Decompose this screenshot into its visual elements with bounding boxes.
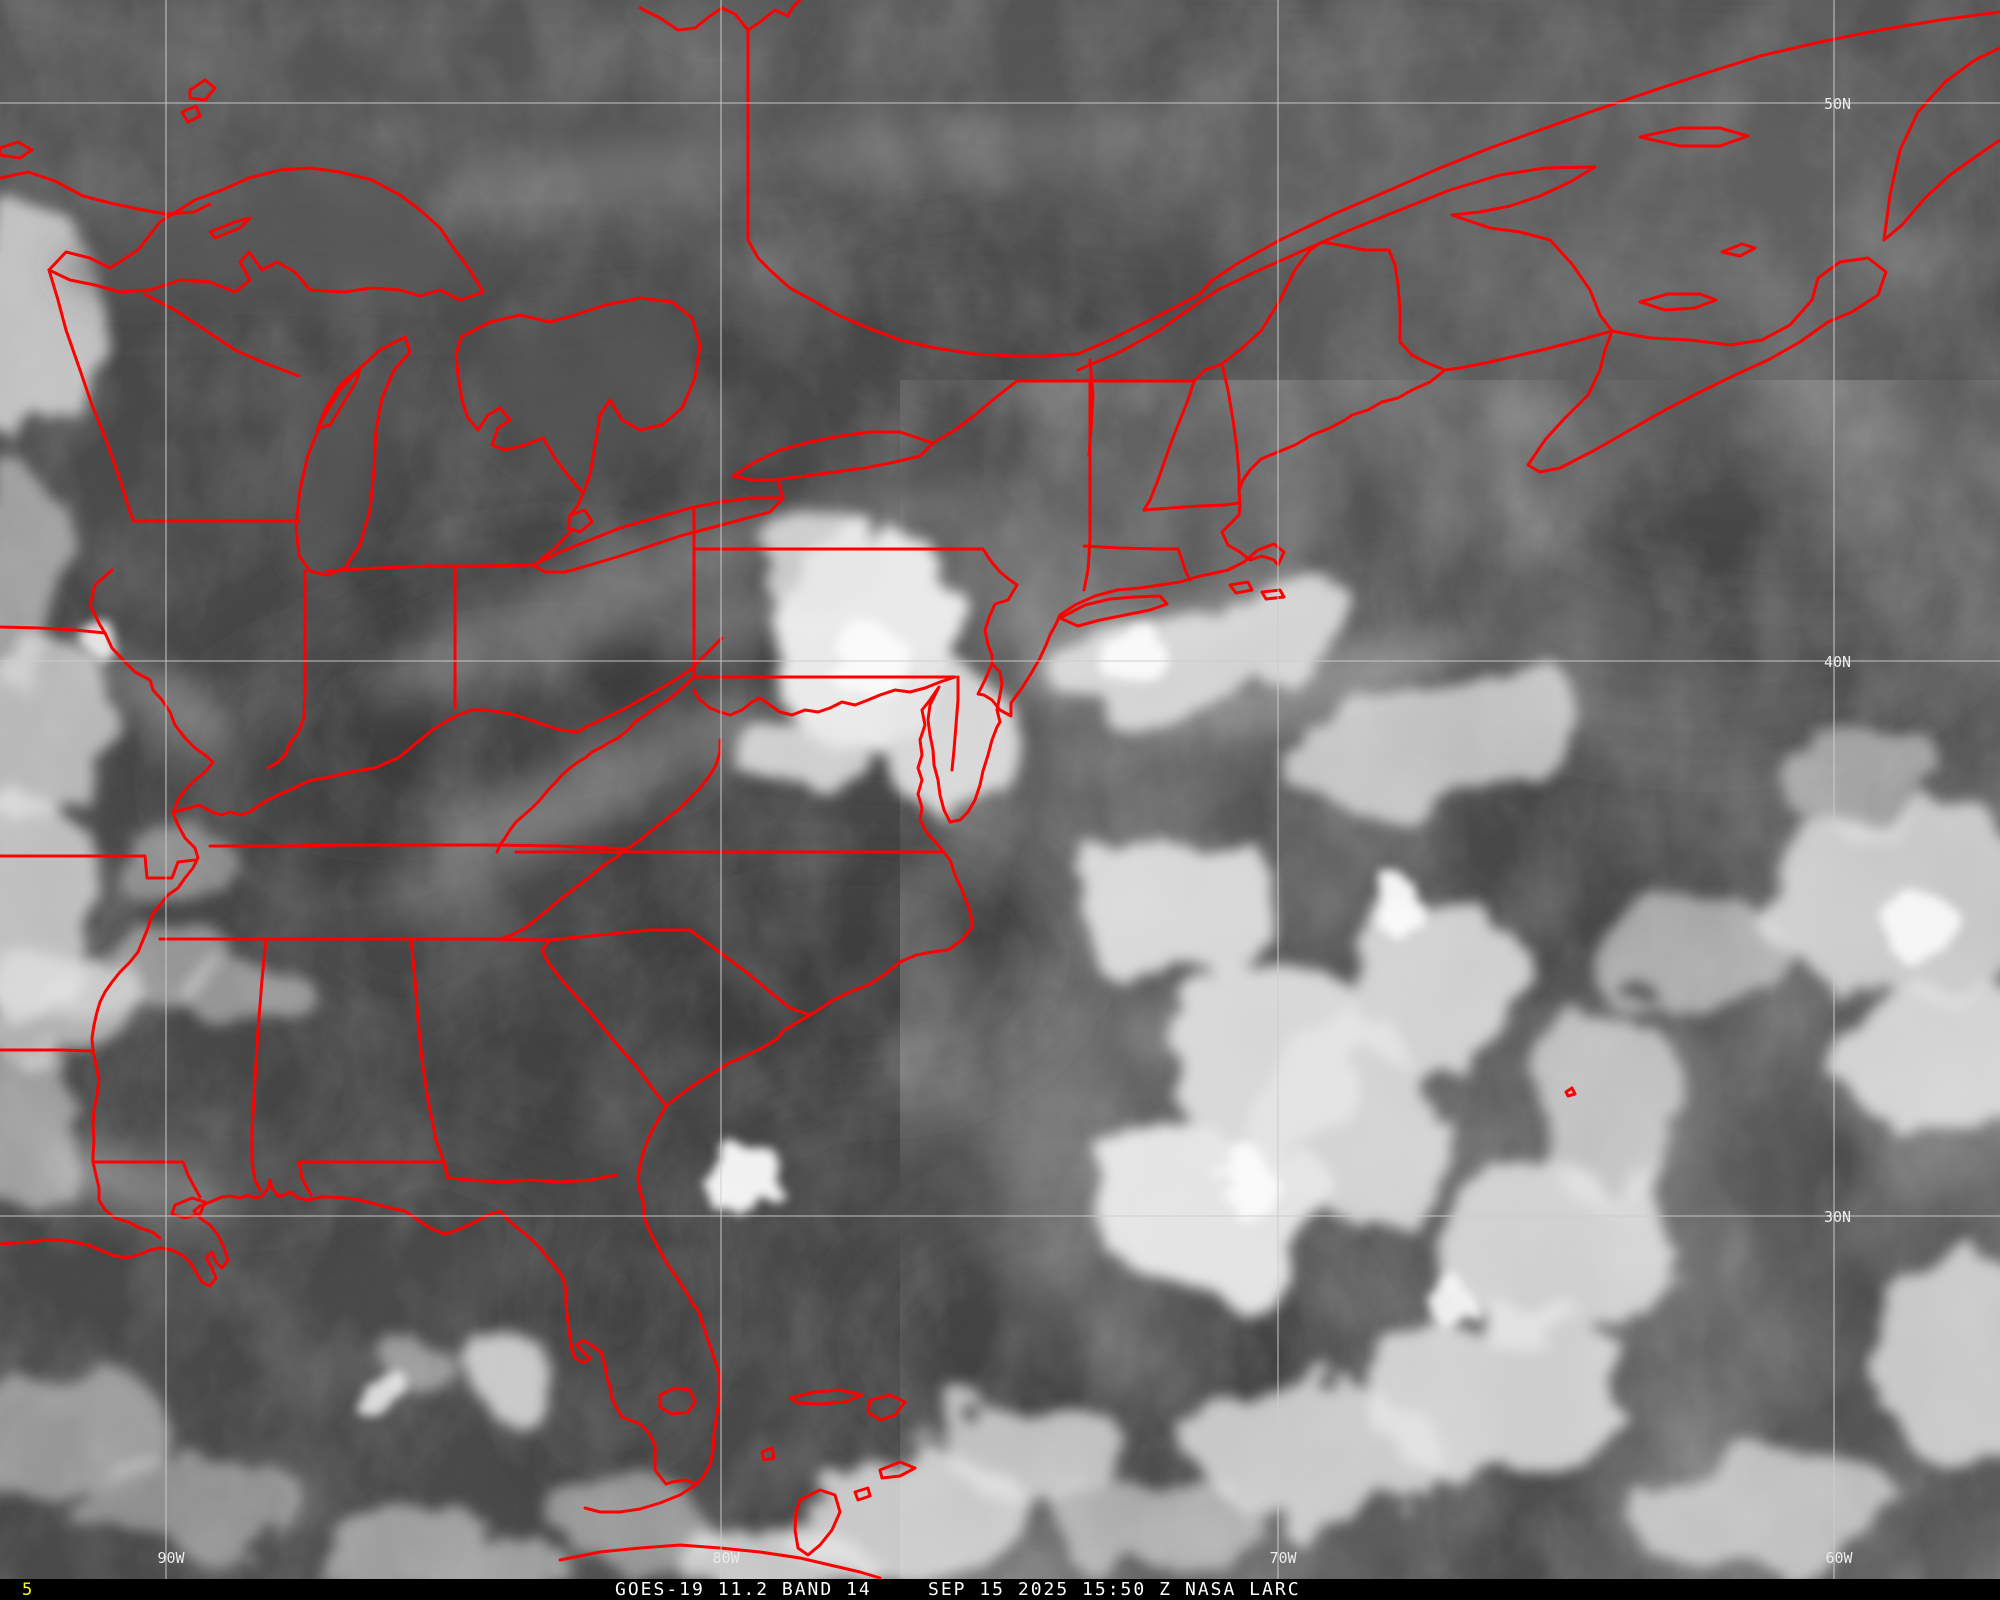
lat-label-50n: 50N <box>1824 95 1851 113</box>
nova-scotia <box>1526 256 1888 474</box>
lake-nipigon-islands <box>180 78 217 124</box>
nh-me-border <box>1220 362 1241 492</box>
isle-royale <box>208 216 252 240</box>
il-in-border <box>266 569 307 770</box>
caption-bar: GOES-19 11.2 BAND 14 SEP 15 2025 15:50 Z… <box>0 1579 2000 1600</box>
ontario-quebec-border <box>746 28 1080 358</box>
prince-edward-island <box>1638 292 1718 312</box>
lake-michigan <box>294 335 412 577</box>
ohio-river <box>171 636 724 817</box>
st-lawrence-north-shore <box>1076 10 2000 356</box>
tn-nc-border <box>481 847 629 941</box>
lake-of-the-woods <box>0 140 34 160</box>
la-ar-border <box>0 1048 95 1053</box>
us-east-coast <box>0 368 1447 1486</box>
wv-potomac-border <box>692 675 957 717</box>
lon-label-90w: 90W <box>157 1549 185 1567</box>
long-island <box>1058 594 1169 628</box>
james-bay-coast <box>638 0 802 32</box>
abaco-island <box>866 1393 907 1422</box>
lat-label-40n: 40N <box>1824 653 1851 671</box>
bimini <box>760 1446 776 1462</box>
lake-huron <box>454 296 702 495</box>
fl-north-border <box>297 1160 618 1197</box>
cloud-masses <box>0 195 2000 1600</box>
wv-va-border <box>495 675 696 854</box>
nc-sc-border <box>548 928 812 1017</box>
us-canada-border-east <box>931 240 1447 445</box>
mi-south-border <box>325 563 535 573</box>
ia-mo-border <box>0 625 107 635</box>
vt-nh-border <box>1142 379 1196 512</box>
gaspe-south-shore <box>1076 165 1614 372</box>
caption-source: NASA LARC <box>1185 1579 1301 1600</box>
lon-label-70w: 70W <box>1269 1549 1297 1567</box>
grand-bahama <box>788 1388 864 1406</box>
ny-east-border <box>1082 379 1092 592</box>
ky-tn-border <box>208 843 629 851</box>
lon-label-60w: 60W <box>1825 1549 1853 1567</box>
mississippi-river <box>88 568 215 1240</box>
de-md-border <box>950 675 960 772</box>
lake-ontario <box>731 430 935 482</box>
florida-keys <box>583 1482 699 1514</box>
anticosti-island <box>1638 126 1750 148</box>
tn-south-border <box>158 937 552 942</box>
bermuda <box>1564 1086 1577 1098</box>
marthas-vineyard <box>1228 580 1254 595</box>
lake-st-clair <box>566 508 594 534</box>
lake-pontchartrain <box>170 1196 207 1220</box>
caption-datetime: SEP 15 2025 15:50 Z <box>928 1579 1172 1600</box>
lake-erie <box>531 496 785 574</box>
lat-label-30n: 30N <box>1824 1208 1851 1226</box>
lake-okeechobee <box>658 1386 697 1416</box>
va-ky-border <box>625 738 722 851</box>
caption-product: GOES-19 11.2 BAND 14 <box>615 1579 872 1600</box>
newfoundland-coast <box>1882 46 2000 242</box>
cuba-north-coast <box>558 1543 882 1580</box>
pa-north-border <box>692 547 1019 587</box>
lake-superior <box>47 166 485 302</box>
lon-label-80w: 80W <box>712 1549 740 1567</box>
st-clair-river <box>570 491 585 515</box>
detroit-river <box>538 528 574 562</box>
corner-digit: 5 <box>22 1580 33 1600</box>
new-providence <box>853 1486 872 1502</box>
magdalen-islands <box>1720 242 1757 258</box>
eleuthera <box>878 1460 917 1480</box>
convective-cores <box>74 615 1954 1417</box>
andros-island <box>793 1488 842 1557</box>
lake-water-tones <box>55 0 800 575</box>
border-boundary-waters <box>0 170 212 216</box>
mi-wi-border <box>142 292 301 378</box>
bay-of-fundy <box>1443 329 1614 372</box>
ma-south-border <box>1082 544 1192 582</box>
niagara-river <box>776 478 785 500</box>
green-bay <box>316 366 362 430</box>
nantucket <box>1260 588 1286 601</box>
ms-la-border <box>91 1160 202 1199</box>
mn-wi-border <box>47 268 135 523</box>
grid-labels: 50N 40N 30N 90W 80W 70W 60W <box>157 95 1853 1567</box>
nj-delaware-river <box>983 583 1019 666</box>
mo-ar-border <box>0 854 197 880</box>
ga-sc-border <box>540 938 668 1108</box>
ms-al-border <box>250 937 268 1192</box>
ma-north-border <box>1142 501 1241 512</box>
